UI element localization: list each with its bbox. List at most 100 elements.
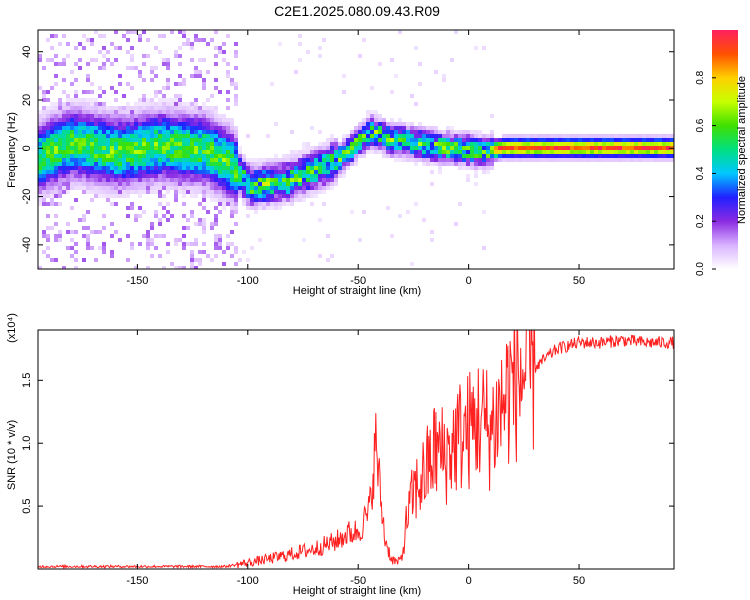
spectrogram-cell	[54, 194, 58, 198]
spectrogram-cell	[606, 158, 610, 162]
spectrogram-cell	[234, 126, 238, 130]
spectrogram-cell	[214, 134, 218, 138]
spectrogram-cell	[562, 154, 566, 158]
spectrogram-cell	[86, 170, 90, 174]
spectrogram-cell	[58, 126, 62, 130]
spectrogram-cell	[306, 146, 310, 150]
spectrogram-cell	[302, 166, 306, 170]
spectrogram-cell	[142, 126, 146, 130]
spectrogram-cell	[190, 162, 194, 166]
spectrogram-cell	[194, 98, 198, 102]
spectrogram-cell	[94, 230, 98, 234]
spectrogram-cell	[238, 166, 242, 170]
spectrogram-cell	[166, 78, 170, 82]
spectrogram-cell	[498, 150, 502, 154]
spectrogram-cell	[206, 154, 210, 158]
spectrogram-cell	[226, 90, 230, 94]
spectrogram-cell	[102, 106, 106, 110]
spectrogram-cell	[182, 194, 186, 198]
spectrogram-cell	[38, 122, 42, 126]
spectrogram-cell	[398, 138, 402, 142]
spectrogram-cell	[154, 138, 158, 142]
spectrogram-cell	[190, 122, 194, 126]
spectrogram-cell	[138, 70, 142, 74]
spectrogram-cell	[558, 138, 562, 142]
spectrogram-cell	[86, 98, 90, 102]
spectrogram-cell	[226, 70, 230, 74]
spectrogram-cell	[154, 190, 158, 194]
spectrogram-cell	[46, 58, 50, 62]
spectrogram-cell	[102, 138, 106, 142]
spectrogram-cell	[270, 174, 274, 178]
spectrogram-cell	[366, 142, 370, 146]
spectrogram-cell	[230, 162, 234, 166]
spectrogram-cell	[38, 154, 42, 158]
spectrogram-cell	[338, 154, 342, 158]
spectrogram-cell	[42, 158, 46, 162]
spectrogram-cell	[126, 174, 130, 178]
spectrogram-cell	[470, 158, 474, 162]
spectrogram-cell	[106, 198, 110, 202]
spectrogram-cell	[622, 158, 626, 162]
spectrogram-cell	[118, 178, 122, 182]
spectrogram-cell	[262, 190, 266, 194]
spectrogram-cell	[406, 138, 410, 142]
spectrogram-cell	[86, 126, 90, 130]
spectrogram-cell	[294, 150, 298, 154]
spectrogram-cell	[38, 170, 42, 174]
spectrogram-cell	[66, 118, 70, 122]
spectrogram-cell	[222, 114, 226, 118]
spectrogram-cell	[166, 162, 170, 166]
spectrogram-cell	[174, 194, 178, 198]
spectrogram-cell	[466, 154, 470, 158]
spectrogram-cell	[146, 54, 150, 58]
spectrogram-cell	[446, 130, 450, 134]
spectrogram-cell	[210, 146, 214, 150]
spectrogram-cell	[290, 158, 294, 162]
spectrogram-cell	[282, 166, 286, 170]
spectrogram-cell	[450, 162, 454, 166]
spectrogram-cell	[522, 142, 526, 146]
spectrogram-cell	[562, 134, 566, 138]
spectrogram-cell	[234, 158, 238, 162]
spectrogram-cell	[98, 230, 102, 234]
spectrogram-cell	[666, 142, 670, 146]
spectrogram-cell	[226, 194, 230, 198]
spectrogram-cell	[222, 142, 226, 146]
spectrogram-cell	[382, 154, 386, 158]
spectrogram-cell	[202, 154, 206, 158]
spectrogram-cell	[418, 150, 422, 154]
spectrogram-cell	[306, 182, 310, 186]
spectrogram-cell	[46, 106, 50, 110]
spectrogram-cell	[82, 34, 86, 38]
spectrogram-cell	[410, 154, 414, 158]
spectrogram-cell	[354, 146, 358, 150]
spectrogram-cell	[194, 122, 198, 126]
spectrogram-cell	[58, 110, 62, 114]
spectrogram-cell	[326, 182, 330, 186]
spectrogram-cell	[166, 126, 170, 130]
spectrogram-cell	[174, 238, 178, 242]
spectrogram-cell	[438, 146, 442, 150]
spectrogram-cell	[614, 146, 618, 150]
spectrogram-cell	[46, 98, 50, 102]
spectrogram-cell	[162, 114, 166, 118]
spectrogram-cell	[110, 234, 114, 238]
spectrogram-cell	[50, 86, 54, 90]
spectrogram-cell	[230, 130, 234, 134]
spectrogram-cell	[62, 138, 66, 142]
spectrogram-cell	[218, 242, 222, 246]
spectrogram-cell	[246, 170, 250, 174]
spectrogram-cell	[170, 162, 174, 166]
spectrogram-cell	[322, 202, 326, 206]
spectrogram-cell	[510, 154, 514, 158]
spectrogram-cell	[98, 194, 102, 198]
spectrogram-cell	[178, 266, 182, 269]
spectrogram-cell	[106, 106, 110, 110]
spectrogram-cell	[198, 106, 202, 110]
spectrogram-cell	[638, 142, 642, 146]
spectrogram-cell	[658, 138, 662, 142]
spectrogram-cell	[214, 78, 218, 82]
spectrogram-cell	[62, 110, 66, 114]
spectrogram-cell	[298, 154, 302, 158]
